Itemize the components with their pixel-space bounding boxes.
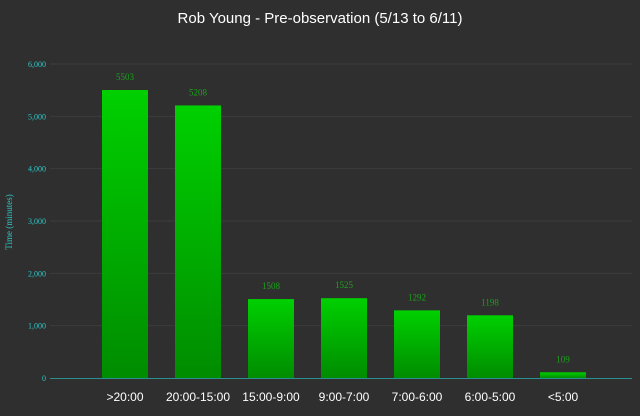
bar [102,90,148,378]
y-tick-label: 2,000 [28,269,46,278]
bar [248,299,294,378]
data-labels: 5503 5208 1508 1525 1292 1198 109 [116,72,570,364]
data-label: 5208 [189,87,208,97]
y-axis-label: Time (minutes) [4,194,14,249]
x-tick-label: 9:00-7:00 [319,390,370,404]
data-label: 5503 [116,72,135,82]
y-tick-label: 5,000 [28,112,46,121]
x-axis-ticks: >20:00 20:00-15:00 15:00-9:00 9:00-7:00 7:00… [106,390,578,404]
data-label: 1198 [481,297,499,307]
bar [540,372,586,378]
data-label: 1508 [262,281,281,291]
y-axis-ticks: 0 1,000 2,000 3,000 4,000 5,000 6,000 [28,60,46,383]
x-tick-label: 20:00-15:00 [166,390,230,404]
bar [175,105,221,378]
y-tick-label: 1,000 [28,322,46,331]
bar [467,315,513,378]
chart-title: Rob Young - Pre-observation (5/13 to 6/1… [178,10,463,27]
x-tick-label: <5:00 [548,390,579,404]
data-label: 1292 [408,292,426,302]
y-tick-label: 3,000 [28,217,46,226]
x-tick-label: 7:00-6:00 [392,390,443,404]
bars [102,90,586,378]
y-tick-label: 6,000 [28,60,46,69]
x-tick-label: >20:00 [106,390,143,404]
y-tick-label: 4,000 [28,165,46,174]
data-label: 1525 [335,280,354,290]
bar [321,298,367,378]
x-tick-label: 6:00-5:00 [465,390,516,404]
y-tick-label: 0 [42,374,46,383]
bar [394,310,440,378]
x-tick-label: 15:00-9:00 [242,390,300,404]
data-label: 109 [556,354,570,364]
